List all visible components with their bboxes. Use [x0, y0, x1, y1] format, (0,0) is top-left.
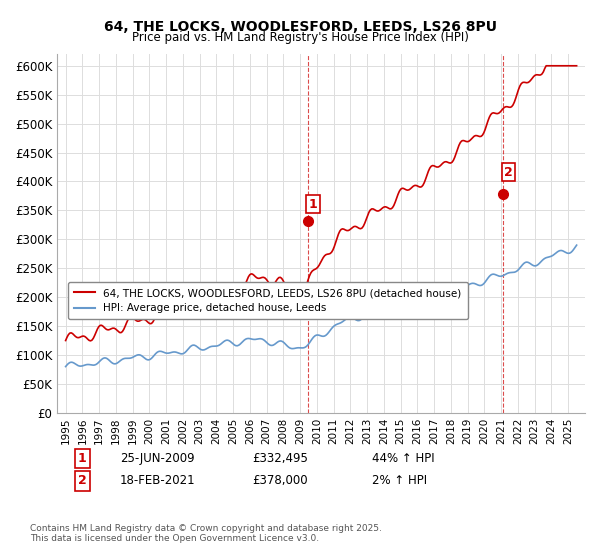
Text: 1: 1: [78, 452, 87, 465]
Text: £378,000: £378,000: [252, 474, 308, 487]
Text: 64, THE LOCKS, WOODLESFORD, LEEDS, LS26 8PU: 64, THE LOCKS, WOODLESFORD, LEEDS, LS26 …: [104, 20, 497, 34]
Text: 2: 2: [78, 474, 87, 487]
Text: 1: 1: [309, 198, 317, 211]
Text: 44% ↑ HPI: 44% ↑ HPI: [372, 452, 434, 465]
Text: 18-FEB-2021: 18-FEB-2021: [120, 474, 196, 487]
Text: 2: 2: [504, 166, 513, 179]
Text: 2% ↑ HPI: 2% ↑ HPI: [372, 474, 427, 487]
Text: 25-JUN-2009: 25-JUN-2009: [120, 452, 194, 465]
Legend: 64, THE LOCKS, WOODLESFORD, LEEDS, LS26 8PU (detached house), HPI: Average price: 64, THE LOCKS, WOODLESFORD, LEEDS, LS26 …: [68, 282, 467, 319]
Text: Price paid vs. HM Land Registry's House Price Index (HPI): Price paid vs. HM Land Registry's House …: [131, 31, 469, 44]
Text: £332,495: £332,495: [252, 452, 308, 465]
Text: Contains HM Land Registry data © Crown copyright and database right 2025.
This d: Contains HM Land Registry data © Crown c…: [30, 524, 382, 543]
